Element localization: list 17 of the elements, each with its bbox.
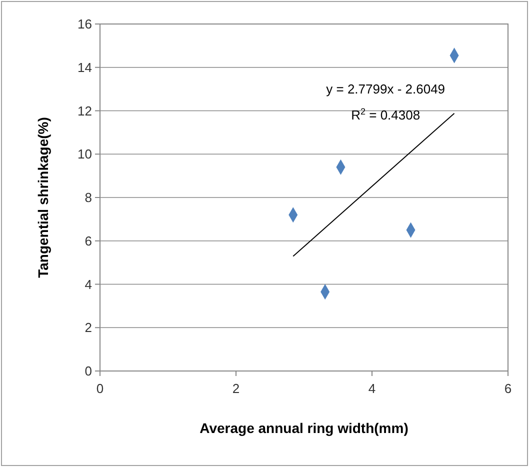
y-tick-label: 12 xyxy=(78,103,92,118)
y-tick-label: 16 xyxy=(78,16,92,32)
annotation: y = 2.7799x - 2.6049 xyxy=(326,81,446,96)
y-tick-label: 14 xyxy=(78,60,92,75)
y-tick-label: 2 xyxy=(84,320,92,336)
y-tick-label: 4 xyxy=(84,276,92,292)
y-tick-label: 6 xyxy=(84,233,92,248)
x-tick-label: 6 xyxy=(504,381,512,396)
x-tick-label: 2 xyxy=(232,381,240,396)
y-tick-label: 10 xyxy=(78,146,92,162)
y-tick-label: 8 xyxy=(84,190,92,206)
x-tick-label: 4 xyxy=(368,381,376,396)
x-tick-label: 0 xyxy=(96,381,104,396)
y-tick-label: 0 xyxy=(84,364,92,379)
x-axis-title: Average annual ring width(mm) xyxy=(200,420,408,436)
y-axis-title: Tangential shrinkage(%) xyxy=(35,117,51,278)
annotation: R$^{2}$ = 0.4308 xyxy=(351,106,420,122)
